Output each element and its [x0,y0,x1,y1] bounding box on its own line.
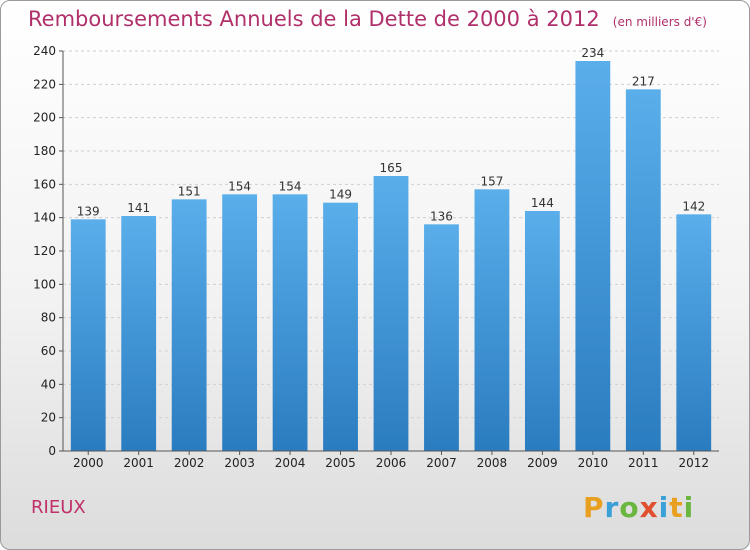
x-tick-label: 2010 [578,456,609,470]
bar [222,194,258,452]
value-label: 136 [430,209,453,223]
y-tick-label: 60 [41,344,56,358]
y-tick-label: 240 [33,44,56,58]
bar [625,89,661,451]
bar [575,61,611,451]
value-label: 139 [77,204,100,218]
x-tick-label: 2001 [123,456,154,470]
bar [121,216,157,451]
value-label: 142 [682,199,705,213]
bar [424,224,459,451]
x-tick-label: 2011 [628,456,659,470]
value-label: 151 [178,184,201,198]
y-tick-label: 120 [33,244,56,258]
value-label: 217 [632,74,655,88]
value-label: 234 [581,46,604,60]
x-tick-label: 2003 [224,456,255,470]
bar [70,219,106,451]
x-tick-label: 2009 [527,456,558,470]
y-tick-label: 200 [33,111,56,125]
x-tick-label: 2012 [678,456,709,470]
x-tick-label: 2006 [376,456,407,470]
chart-unit: (en milliers d'€) [612,15,707,29]
chart-title-block: Remboursements Annuels de la Dette de 20… [28,7,707,31]
value-label: 165 [380,161,403,175]
bar [272,194,308,452]
bar [676,214,712,451]
value-label: 149 [329,188,352,202]
x-tick-label: 2004 [275,456,306,470]
value-label: 154 [279,179,302,193]
place-label: RIEUX [31,497,86,518]
x-tick-label: 2002 [174,456,205,470]
y-tick-label: 100 [33,277,56,291]
y-tick-label: 20 [41,411,56,425]
y-tick-label: 80 [41,311,56,325]
y-tick-label: 140 [33,211,56,225]
value-label: 157 [480,174,503,188]
chart-title: Remboursements Annuels de la Dette de 20… [28,7,600,31]
y-tick-label: 160 [33,177,56,191]
value-label: 141 [127,201,150,215]
x-tick-label: 2008 [477,456,508,470]
value-label: 154 [228,179,251,193]
bar [524,211,560,451]
y-tick-label: 40 [41,377,56,391]
bar [171,199,207,451]
x-tick-label: 2005 [325,456,356,470]
y-tick-label: 0 [48,444,56,458]
bar [373,176,409,451]
x-tick-label: 2007 [426,456,457,470]
value-label: 144 [531,196,554,210]
proxiti-logo: Proxiti [583,491,695,524]
y-tick-label: 220 [33,77,56,91]
y-tick-label: 180 [33,144,56,158]
bar [474,189,510,452]
x-tick-label: 2000 [73,456,104,470]
bar [323,202,358,451]
